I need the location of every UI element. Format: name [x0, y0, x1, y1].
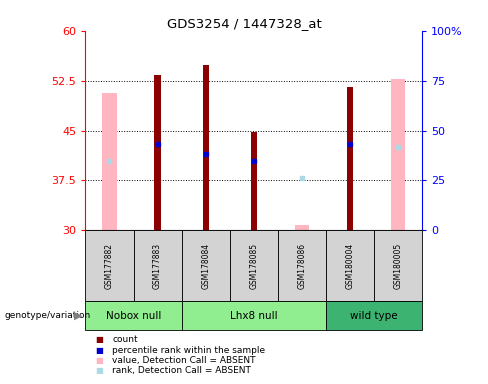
Bar — [134, 230, 182, 301]
Text: GSM178085: GSM178085 — [249, 243, 258, 289]
Text: GSM178084: GSM178084 — [201, 243, 210, 289]
Bar — [182, 230, 230, 301]
Bar — [203, 65, 209, 230]
Bar — [102, 93, 117, 230]
Text: ■: ■ — [95, 335, 103, 344]
Text: value, Detection Call = ABSENT: value, Detection Call = ABSENT — [112, 356, 256, 365]
Text: GDS3254 / 1447328_at: GDS3254 / 1447328_at — [166, 17, 322, 30]
Text: GSM180004: GSM180004 — [346, 243, 354, 289]
Text: ■: ■ — [95, 356, 103, 365]
Bar — [347, 87, 353, 230]
Bar — [295, 225, 309, 230]
Bar — [230, 230, 278, 301]
Bar — [278, 230, 326, 301]
Bar — [251, 132, 257, 230]
Text: genotype/variation: genotype/variation — [5, 311, 91, 320]
Text: GSM177882: GSM177882 — [105, 243, 114, 289]
Text: wild type: wild type — [350, 311, 398, 321]
Bar — [326, 230, 374, 301]
Bar — [374, 230, 422, 301]
Text: percentile rank within the sample: percentile rank within the sample — [112, 346, 265, 355]
Bar — [391, 79, 405, 230]
Text: GSM178086: GSM178086 — [297, 243, 306, 289]
Text: rank, Detection Call = ABSENT: rank, Detection Call = ABSENT — [112, 366, 251, 376]
Bar — [85, 230, 134, 301]
Text: Lhx8 null: Lhx8 null — [230, 311, 278, 321]
Bar — [154, 75, 161, 230]
Bar — [85, 301, 182, 330]
Text: Nobox null: Nobox null — [106, 311, 161, 321]
Text: GSM177883: GSM177883 — [153, 243, 162, 289]
Bar — [182, 301, 326, 330]
Text: ▶: ▶ — [74, 311, 82, 321]
Text: GSM180005: GSM180005 — [393, 243, 403, 289]
Bar — [326, 301, 422, 330]
Text: count: count — [112, 335, 138, 344]
Text: ■: ■ — [95, 346, 103, 355]
Text: ■: ■ — [95, 366, 103, 376]
